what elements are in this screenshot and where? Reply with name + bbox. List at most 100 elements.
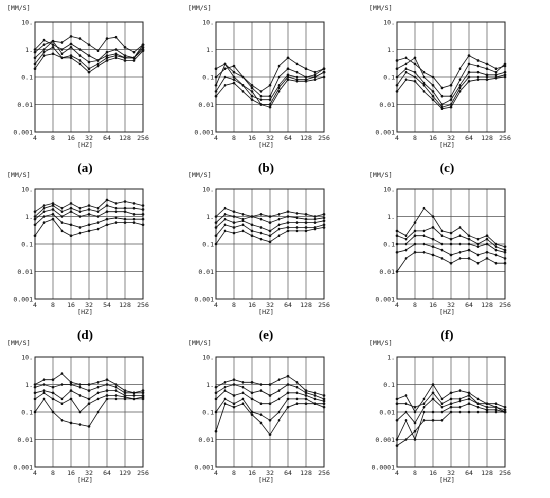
x-tick-label: 128 <box>300 134 312 142</box>
y-tick-label: 0.01 <box>198 268 214 276</box>
data-point <box>304 221 308 224</box>
y-tick-label: 0.001 <box>13 296 33 304</box>
data-point <box>458 242 462 246</box>
data-point <box>96 385 100 389</box>
y-tick-label: 0.001 <box>375 436 395 444</box>
x-tick-label: 32 <box>85 301 93 309</box>
data-point <box>277 217 281 221</box>
data-point <box>33 56 37 60</box>
data-point <box>51 204 55 207</box>
data-point <box>431 94 435 98</box>
data-point <box>105 50 109 54</box>
data-point <box>241 90 245 93</box>
data-point <box>141 389 145 392</box>
data-point <box>87 70 91 74</box>
data-point <box>60 215 64 218</box>
data-point <box>60 397 64 401</box>
data-point <box>485 67 489 71</box>
data-point <box>431 418 435 422</box>
data-point <box>322 399 326 403</box>
data-point <box>277 234 281 238</box>
y-tick-label: 0.1 <box>21 409 33 417</box>
data-point <box>440 410 444 414</box>
data-point <box>250 391 254 395</box>
x-tick-label: 64 <box>465 134 473 142</box>
x-tick-label: 256 <box>499 301 511 309</box>
data-point <box>69 383 73 386</box>
data-point <box>295 79 299 83</box>
data-point <box>458 78 462 81</box>
data-point <box>259 231 263 235</box>
data-point <box>503 75 507 79</box>
data-point <box>96 381 100 384</box>
data-point <box>277 223 281 227</box>
y-tick-label: 1. <box>25 46 33 54</box>
x-tick-label: 32 <box>447 134 455 142</box>
y-tick-label: 0.001 <box>375 296 395 304</box>
data-point <box>60 221 64 224</box>
data-point <box>60 418 64 422</box>
data-point <box>467 242 471 246</box>
data-point <box>449 103 453 106</box>
data-point <box>494 261 498 265</box>
data-point <box>395 83 399 87</box>
data-point <box>96 215 100 218</box>
data-point <box>413 75 417 79</box>
data-point <box>395 418 399 422</box>
data-point <box>223 62 227 66</box>
data-point <box>458 405 462 409</box>
data-point <box>304 397 308 401</box>
data-point <box>250 410 254 414</box>
data-point <box>494 405 498 409</box>
data-point <box>485 234 489 238</box>
data-point <box>214 215 218 218</box>
data-point <box>476 75 480 79</box>
y-tick-label: 10. <box>202 186 214 194</box>
data-point <box>87 204 91 207</box>
data-point <box>395 67 399 71</box>
data-point <box>322 226 326 229</box>
data-point <box>476 70 480 74</box>
data-point <box>114 35 118 39</box>
data-point <box>458 86 462 90</box>
panel-label: (h) <box>258 495 274 498</box>
data-point <box>431 410 435 414</box>
data-point <box>313 402 317 406</box>
data-point <box>33 410 37 414</box>
data-point <box>33 217 37 221</box>
data-point <box>295 216 299 220</box>
data-point <box>259 413 263 416</box>
data-point <box>322 219 326 223</box>
x-axis-unit: [HZ] <box>439 308 455 316</box>
data-point <box>123 54 127 57</box>
y-tick-label: 1. <box>387 354 395 362</box>
x-tick-label: 8 <box>51 134 55 142</box>
data-point <box>33 210 37 213</box>
data-point <box>250 98 254 101</box>
data-point <box>467 248 471 252</box>
data-point <box>69 202 73 205</box>
data-point <box>440 397 444 401</box>
data-point <box>440 418 444 422</box>
x-tick-label: 16 <box>67 469 75 477</box>
x-axis-unit: [HZ] <box>258 141 274 149</box>
data-point <box>214 83 218 87</box>
data-point <box>132 56 136 60</box>
data-point <box>114 385 118 389</box>
data-point <box>503 70 507 74</box>
data-point <box>223 385 227 389</box>
data-point <box>51 391 55 395</box>
data-point <box>132 202 136 205</box>
data-point <box>42 38 46 42</box>
data-point <box>485 410 489 414</box>
data-point <box>494 253 498 257</box>
data-point <box>440 107 444 111</box>
data-point <box>467 391 471 395</box>
data-point <box>458 399 462 403</box>
data-point <box>476 59 480 62</box>
data-point <box>322 394 326 397</box>
data-point <box>431 98 435 101</box>
x-tick-label: 256 <box>318 301 330 309</box>
